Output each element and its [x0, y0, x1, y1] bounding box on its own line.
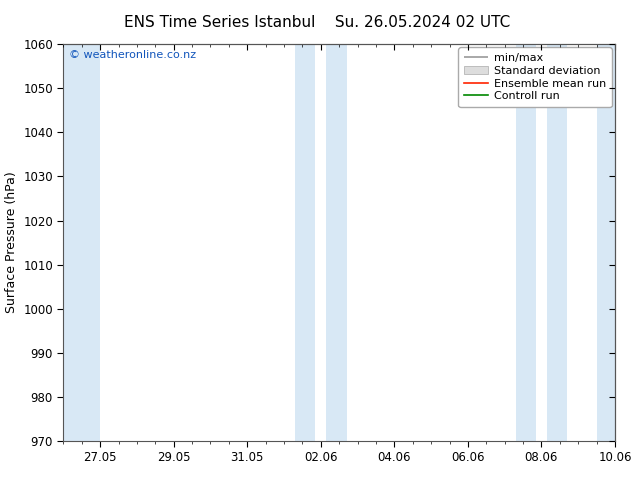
Text: ENS Time Series Istanbul    Su. 26.05.2024 02 UTC: ENS Time Series Istanbul Su. 26.05.2024 … — [124, 15, 510, 30]
Y-axis label: Surface Pressure (hPa): Surface Pressure (hPa) — [4, 172, 18, 314]
Bar — [327, 44, 347, 441]
Bar — [295, 44, 315, 441]
Legend: min/max, Standard deviation, Ensemble mean run, Controll run: min/max, Standard deviation, Ensemble me… — [458, 48, 612, 107]
Bar — [547, 44, 567, 441]
Text: © weatheronline.co.nz: © weatheronline.co.nz — [69, 50, 196, 60]
Bar — [63, 44, 100, 441]
Bar — [597, 44, 615, 441]
Bar — [515, 44, 536, 441]
